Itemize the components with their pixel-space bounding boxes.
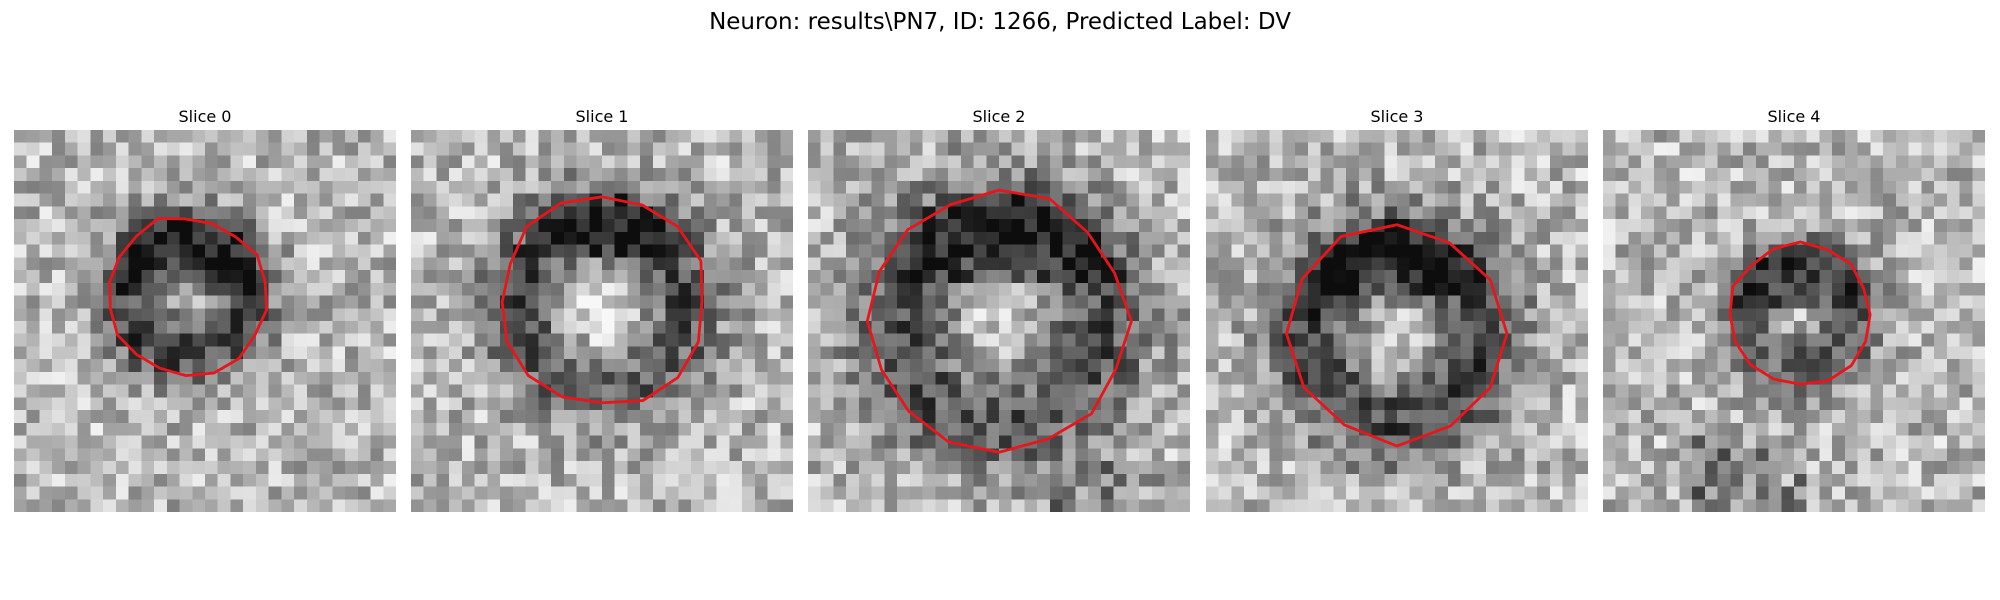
slice-image-2 (808, 130, 1190, 512)
slice-image-0 (14, 130, 396, 512)
slice-panel-3: Slice 3 (1206, 106, 1588, 512)
nucleus-contour-2 (865, 188, 1133, 454)
slice-image-4 (1603, 130, 1985, 512)
slice-panel-4: Slice 4 (1603, 106, 1985, 512)
figure-title: Neuron: results\PN7, ID: 1266, Predicted… (709, 9, 1291, 35)
slice-title-0: Slice 0 (178, 107, 232, 126)
nucleus-contour-1 (500, 195, 704, 405)
nucleus-contour-3 (1285, 223, 1509, 448)
slice-title-4: Slice 4 (1767, 107, 1821, 126)
slice-title-1: Slice 1 (575, 107, 629, 126)
slice-image-3 (1206, 130, 1588, 512)
slice-panel-1: Slice 1 (411, 106, 793, 512)
slice-image-1 (411, 130, 793, 512)
slice-title-3: Slice 3 (1370, 107, 1424, 126)
slice-panel-0: Slice 0 (14, 106, 396, 512)
nucleus-contour-4 (1728, 240, 1872, 386)
nucleus-contour-0 (108, 217, 269, 378)
slice-panel-2: Slice 2 (808, 106, 1190, 512)
slice-title-2: Slice 2 (972, 107, 1026, 126)
